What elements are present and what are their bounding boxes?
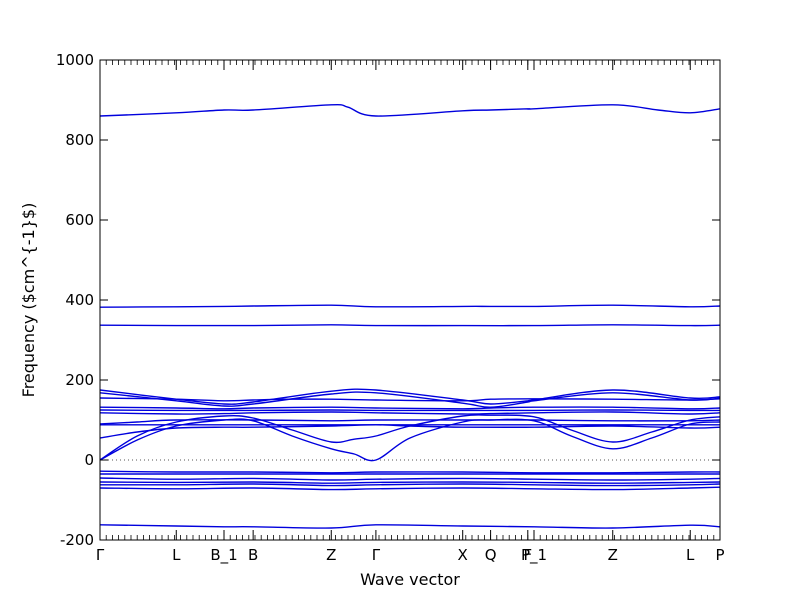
x-tick-label: X — [458, 546, 468, 564]
x-tick-label: B_1 — [210, 546, 237, 565]
band-line-21 — [100, 524, 720, 529]
band-line-9 — [100, 411, 720, 415]
y-tick-label: 200 — [65, 371, 94, 389]
minor-ticks — [105, 60, 715, 540]
x-axis-ticks: Γ L B_1 B Z Γ X Q FP_1 Z L P — [96, 60, 725, 565]
band-line-18 — [100, 481, 720, 484]
x-tick-label: Z — [608, 546, 618, 564]
band-line-13 — [100, 424, 720, 439]
phonon-bands — [100, 103, 720, 529]
x-tick-label: Γ — [96, 546, 105, 564]
x-tick-label: Q — [485, 546, 497, 564]
band-line-17 — [100, 477, 720, 481]
band-line-2 — [100, 304, 720, 308]
band-line-5 — [100, 391, 720, 408]
x-tick-label: L — [172, 546, 181, 564]
y-axis-ticks: -200 0 200 400 600 800 1000 — [56, 51, 720, 549]
x-axis-label: Wave vector — [360, 570, 460, 589]
band-line-6 — [100, 397, 720, 402]
band-line-19 — [100, 483, 720, 487]
y-axis-label: Frequency ($cm^{-1}$) — [19, 203, 38, 398]
band-line-15 — [100, 470, 720, 474]
y-tick-label: 600 — [65, 211, 94, 229]
band-line-7 — [100, 406, 720, 410]
y-tick-label: 800 — [65, 131, 94, 149]
x-tick-label: P_1 — [521, 546, 547, 565]
y-tick-label: 400 — [65, 291, 94, 309]
x-tick-label: Z — [326, 546, 336, 564]
band-line-20 — [100, 486, 720, 491]
x-tick-label: P — [715, 546, 724, 564]
x-tick-label: F — [523, 546, 532, 564]
band-line-4 — [100, 388, 720, 405]
y-tick-label: 0 — [84, 451, 94, 469]
band-line-11 — [100, 414, 720, 461]
band-line-3 — [100, 324, 720, 327]
x-tick-label: L — [686, 546, 695, 564]
band-line-1 — [100, 103, 720, 117]
x-tick-label: Γ — [372, 546, 381, 564]
y-tick-label: 1000 — [56, 51, 94, 69]
x-tick-label: B — [248, 546, 258, 564]
band-line-14 — [100, 419, 720, 425]
y-tick-label: -200 — [60, 531, 94, 549]
